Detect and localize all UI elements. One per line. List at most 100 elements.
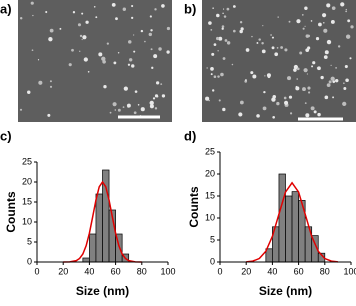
particle (238, 112, 243, 117)
particle (122, 106, 125, 109)
particle (133, 50, 136, 53)
particle (166, 50, 170, 54)
particle (245, 79, 247, 81)
particle (114, 109, 116, 111)
particle (212, 7, 214, 9)
particle (149, 100, 154, 106)
x-tick-label: 40 (267, 266, 277, 276)
particle (123, 86, 128, 91)
particle (335, 66, 337, 69)
particle (245, 48, 250, 52)
particle (103, 85, 107, 89)
particle (284, 48, 288, 52)
particle (221, 25, 225, 28)
particle (117, 52, 120, 54)
particle (49, 80, 52, 83)
bar (291, 191, 299, 263)
particle (87, 70, 90, 73)
particle (205, 96, 210, 101)
particle (154, 94, 159, 98)
particle (312, 61, 316, 65)
particle (47, 113, 51, 117)
particle (115, 17, 118, 21)
x-tick-label: 100 (160, 266, 175, 276)
particle (212, 89, 215, 92)
particle (289, 112, 293, 115)
particle (332, 96, 335, 99)
particle (218, 36, 223, 41)
particle (112, 102, 117, 107)
x-axis-title: Size (nm) (76, 284, 129, 298)
particle (347, 19, 351, 23)
panel-label: c) (0, 128, 12, 143)
particle (222, 57, 226, 60)
particle (301, 13, 304, 16)
particle (277, 16, 279, 18)
y-axis-title: Counts (187, 186, 201, 228)
fit-curve (246, 181, 338, 263)
particle (217, 75, 220, 78)
particle (150, 48, 153, 51)
panel-label: d) (184, 128, 196, 143)
particle (252, 74, 257, 79)
particle (271, 36, 274, 39)
particle (166, 26, 171, 31)
particle (140, 107, 145, 112)
particle (81, 12, 84, 15)
particle (140, 29, 144, 33)
particle (307, 46, 311, 50)
x-tick-label: 100 (343, 266, 356, 276)
particle (251, 35, 253, 38)
particle (276, 47, 279, 49)
particle (158, 47, 162, 51)
particle (117, 108, 121, 112)
particle (280, 46, 284, 49)
particle (218, 99, 221, 102)
particle (337, 45, 341, 48)
particle (328, 80, 332, 84)
particle (111, 2, 116, 7)
particle (49, 85, 53, 88)
bar (95, 193, 103, 263)
panel-label: b) (184, 1, 196, 16)
particle (306, 73, 309, 75)
particle (154, 107, 158, 110)
y-tick-label: 25 (22, 156, 32, 166)
particle (45, 11, 48, 14)
particle (264, 75, 266, 77)
particle (208, 21, 212, 25)
particle (85, 20, 89, 24)
particle (310, 106, 315, 111)
particle (79, 34, 83, 38)
particle (226, 41, 231, 45)
particle (296, 78, 298, 80)
sem-image-bg (18, 0, 172, 122)
particle (323, 55, 328, 60)
particle (288, 20, 291, 23)
x-tick-label: 20 (241, 266, 251, 276)
particle (326, 83, 331, 87)
particle (258, 38, 261, 41)
particle (345, 10, 348, 13)
particle (239, 29, 243, 34)
particle (324, 95, 329, 100)
bar (89, 233, 97, 263)
particle (161, 4, 165, 8)
y-tick-label: 5 (27, 236, 32, 246)
particle (345, 34, 351, 39)
particle (261, 42, 264, 45)
particle (210, 66, 214, 71)
particle (211, 52, 215, 56)
x-tick-label: 40 (84, 266, 94, 276)
particle (313, 110, 317, 114)
particle (323, 22, 325, 24)
particle (302, 27, 305, 30)
particle (213, 75, 217, 78)
particle (131, 64, 135, 68)
particle (250, 71, 254, 75)
particle (72, 11, 76, 14)
particle (307, 86, 311, 90)
particle (77, 23, 82, 27)
particle (296, 19, 301, 24)
